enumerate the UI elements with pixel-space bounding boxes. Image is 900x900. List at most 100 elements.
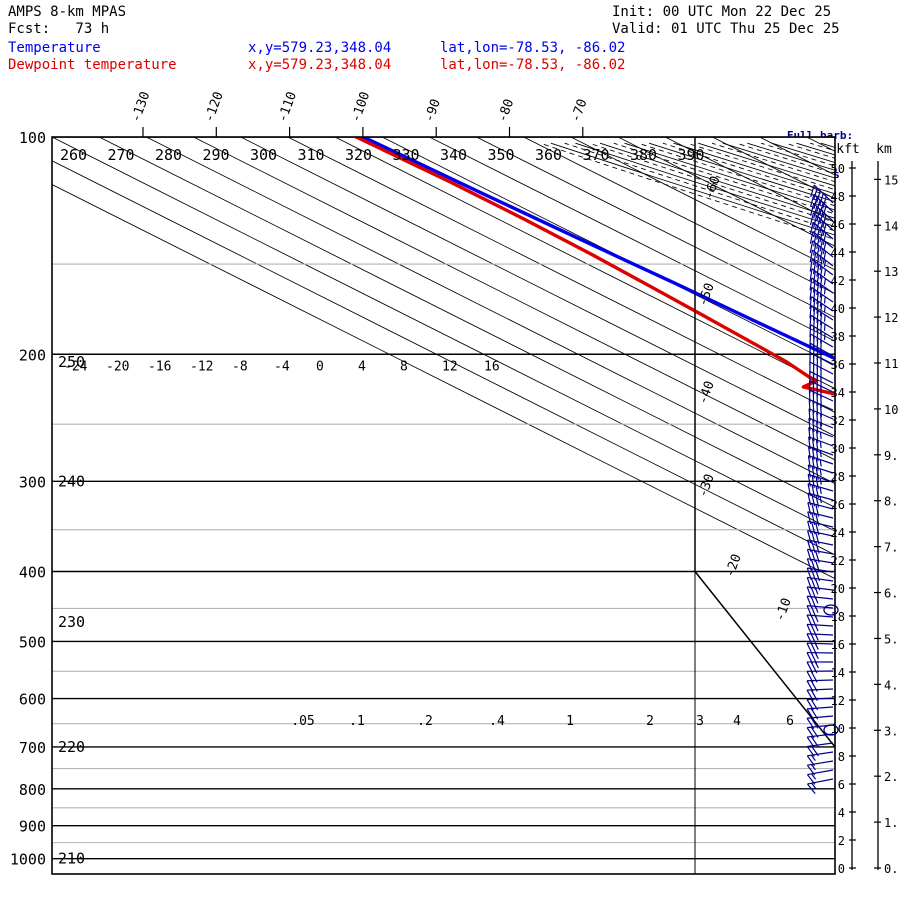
kft-tick-label: 28 <box>831 470 845 484</box>
wind-barb <box>807 483 834 499</box>
kft-tick-label: 16 <box>831 638 845 652</box>
theta-top-label: 320 <box>345 146 372 164</box>
km-tick-label: 4. <box>884 678 898 692</box>
wind-barb <box>806 697 834 711</box>
km-tick-label: 9. <box>884 449 898 463</box>
km-tick-label: 11. <box>884 357 900 371</box>
kft-tick-label: 14 <box>831 666 845 680</box>
km-tick-label: 1. <box>884 816 898 830</box>
model-title: AMPS 8-km MPAS <box>8 4 127 20</box>
kft-tick-label: 34 <box>831 386 845 400</box>
isotherm-top-label: -100 <box>349 90 374 125</box>
kft-tick-label: 20 <box>831 582 845 596</box>
pressure-tick-label: 400 <box>19 564 46 582</box>
wind-marker-icon <box>823 604 839 616</box>
wind-marker-icon <box>823 724 839 736</box>
temperature-trace <box>361 137 835 361</box>
wind-barb <box>808 426 834 443</box>
mixing-ratio-label: .4 <box>489 714 505 729</box>
wind-barb <box>806 548 834 563</box>
kft-tick-label: 38 <box>831 330 845 344</box>
wind-barb <box>807 492 834 508</box>
wind-barb <box>806 706 834 720</box>
isotherm-mid-label: -4 <box>274 359 290 374</box>
kft-tick-label: 44 <box>831 246 845 260</box>
kft-tick-label: 0 <box>838 862 845 876</box>
theta-left-label: 210 <box>58 850 85 868</box>
dewpoint-latlon-readout: lat,lon=-78.53, -86.02 <box>440 57 626 73</box>
wind-barb <box>809 249 834 271</box>
isotherm-top-label: -70 <box>568 97 590 124</box>
wind-barb <box>807 501 834 517</box>
mixing-ratio-label: 2 <box>646 714 654 729</box>
init-time: Init: 00 UTC Mon 22 Dec 25 <box>612 4 832 20</box>
kft-tick-label: 26 <box>831 498 845 512</box>
isotherm-top-label: -90 <box>422 97 444 124</box>
km-tick-label: 12. <box>884 311 900 325</box>
isotherm-mid-label: -20 <box>106 359 129 374</box>
kft-tick-label: 40 <box>831 302 845 316</box>
km-tick-label: 3. <box>884 724 898 738</box>
wind-barb <box>809 314 834 335</box>
wind-barb <box>810 184 834 209</box>
wind-barb <box>806 715 834 730</box>
wind-barb <box>807 778 834 795</box>
isotherm-top-label: -130 <box>129 90 154 125</box>
isotherm-mid-label: 16 <box>484 359 500 374</box>
kft-tick-label: 6 <box>838 778 845 792</box>
kft-tick-label: 12 <box>831 694 845 708</box>
isotherm-top-label: -80 <box>495 97 517 124</box>
kft-tick-label: 4 <box>838 806 845 820</box>
wind-barb <box>809 212 834 237</box>
wind-barb <box>806 688 834 702</box>
mixing-ratio-label: 6 <box>786 714 794 729</box>
wind-barb <box>809 231 834 255</box>
km-tick-label: 2. <box>884 770 898 784</box>
isotherm-mid-label: -8 <box>232 359 248 374</box>
valid-time: Valid: 01 UTC Thu 25 Dec 25 <box>612 21 840 37</box>
theta-top-label: 290 <box>203 146 230 164</box>
temperature-legend-label: Temperature <box>8 40 101 56</box>
isotherm-top-label: -110 <box>275 90 300 125</box>
theta-left-label: 250 <box>58 353 85 371</box>
temperature-xy-readout: x,y=579.23,348.04 <box>248 40 392 56</box>
theta-top-label: 310 <box>298 146 325 164</box>
temperature-latlon-readout: lat,lon=-78.53, -86.02 <box>440 40 626 56</box>
mixing-ratio-label: .05 <box>291 714 314 729</box>
wind-barb <box>807 464 834 480</box>
km-tick-label: 14. <box>884 219 900 233</box>
theta-top-label: 390 <box>678 146 705 164</box>
wind-barb <box>810 193 834 218</box>
pressure-tick-label: 800 <box>19 781 46 799</box>
wind-barb <box>806 567 834 582</box>
wind-barb <box>809 240 834 264</box>
kft-tick-label: 2 <box>838 834 845 848</box>
wind-barb <box>809 305 834 326</box>
wind-barb <box>807 520 834 536</box>
kft-tick-label: 42 <box>831 274 845 288</box>
pressure-tick-label: 1000 <box>10 851 46 869</box>
theta-left-label: 220 <box>58 738 85 756</box>
wind-barb <box>809 277 834 298</box>
pressure-tick-label: 300 <box>19 473 46 491</box>
wind-barb <box>806 539 834 554</box>
kft-tick-label: 30 <box>831 442 845 456</box>
pressure-tick-label: 600 <box>19 691 46 709</box>
pressure-tick-label: 900 <box>19 818 46 836</box>
theta-top-label: 350 <box>488 146 515 164</box>
theta-top-label: 340 <box>440 146 467 164</box>
kft-axis-title: kft <box>836 142 859 157</box>
mixing-ratio-label: .2 <box>417 714 433 729</box>
wind-barb <box>809 296 834 316</box>
isotherm-mid-label: 0 <box>316 359 324 374</box>
wind-barb <box>806 586 834 600</box>
theta-top-label: 360 <box>535 146 562 164</box>
wind-barb <box>806 558 834 573</box>
theta-top-label: 330 <box>393 146 420 164</box>
mixing-ratio-label: 1 <box>566 714 574 729</box>
kft-tick-label: 46 <box>831 218 845 232</box>
wind-barb <box>806 760 834 776</box>
wind-barb <box>806 751 834 767</box>
kft-tick-label: 32 <box>831 414 845 428</box>
